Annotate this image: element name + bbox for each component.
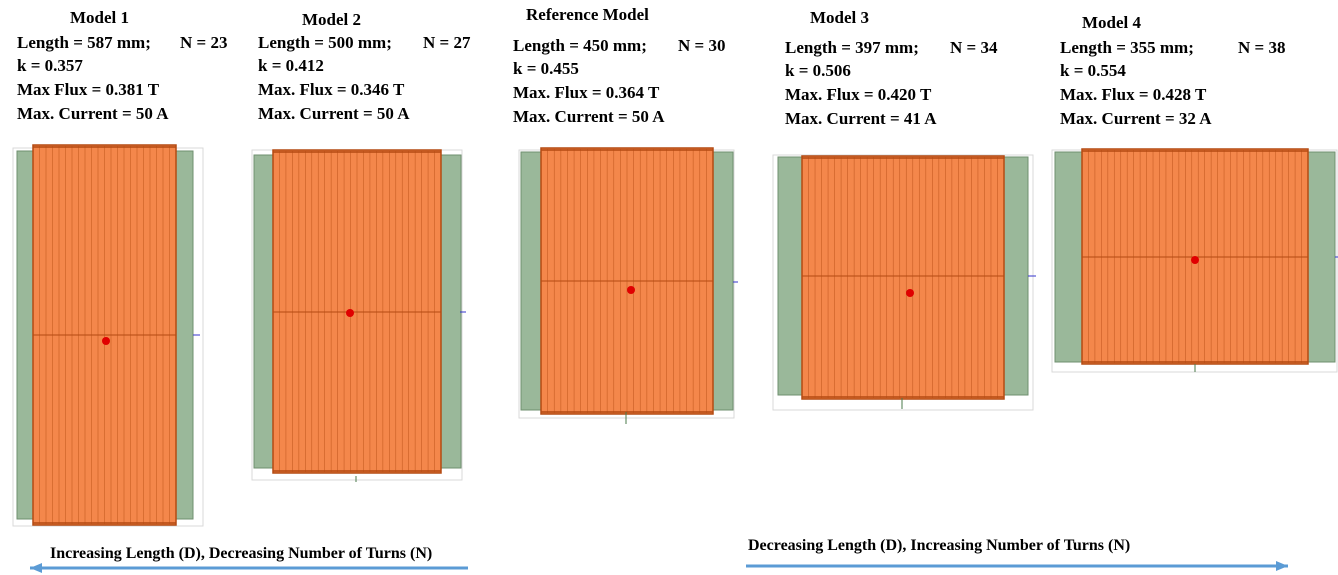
probe-point-marker xyxy=(1191,256,1199,264)
core-plate-2-1 xyxy=(253,154,275,469)
model-flux: Max. Flux = 0.346 T xyxy=(258,80,405,99)
model-k: k = 0.506 xyxy=(785,61,851,80)
model-title: Model 4 xyxy=(1082,13,1142,32)
model-title: Reference Model xyxy=(526,5,649,24)
arrow-label-right: Decreasing Length (D), Increasing Number… xyxy=(748,537,1131,554)
probe-point-marker xyxy=(346,309,354,317)
model-k: k = 0.412 xyxy=(258,56,324,75)
model-length: Length = 355 mm; xyxy=(1060,38,1194,57)
model-k: k = 0.554 xyxy=(1060,61,1126,80)
model-turns: N = 38 xyxy=(1238,38,1286,57)
model-turns: N = 30 xyxy=(678,36,726,55)
model-turns: N = 27 xyxy=(423,33,471,52)
model-length: Length = 500 mm; xyxy=(258,33,392,52)
core-plate-5-2 xyxy=(1307,151,1336,363)
core-plate-3-1 xyxy=(520,151,542,411)
model-title: Model 1 xyxy=(70,8,130,27)
probe-point-marker xyxy=(102,337,110,345)
core-plate-2-2 xyxy=(440,154,462,469)
model-k: k = 0.357 xyxy=(17,56,83,75)
model-current: Max. Current = 32 A xyxy=(1060,109,1212,128)
model-flux: Max. Flux = 0.420 T xyxy=(785,85,932,104)
core-plate-3-2 xyxy=(712,151,734,411)
probe-point-marker xyxy=(906,289,914,297)
model-turns: N = 23 xyxy=(180,33,228,52)
model-turns: N = 34 xyxy=(950,38,998,57)
model-flux: Max. Flux = 0.364 T xyxy=(513,83,660,102)
model-current: Max. Current = 50 A xyxy=(258,104,410,123)
model-k: k = 0.455 xyxy=(513,59,579,78)
model-title: Model 3 xyxy=(810,8,870,27)
model-flux: Max. Flux = 0.428 T xyxy=(1060,85,1207,104)
model-length: Length = 450 mm; xyxy=(513,36,647,55)
arrow-right-head xyxy=(1276,561,1288,571)
coil-4 xyxy=(801,155,1005,400)
arrow-label-left: Increasing Length (D), Decreasing Number… xyxy=(50,545,433,562)
model-length: Length = 587 mm; xyxy=(17,33,151,52)
model-current: Max. Current = 41 A xyxy=(785,109,937,128)
model-length: Length = 397 mm; xyxy=(785,38,919,57)
model-flux: Max Flux = 0.381 T xyxy=(17,80,160,99)
model-title: Model 2 xyxy=(302,10,362,29)
model-current: Max. Current = 50 A xyxy=(513,107,665,126)
core-plate-5-1 xyxy=(1054,151,1083,363)
core-plate-4-1 xyxy=(777,156,803,396)
probe-point-marker xyxy=(627,286,635,294)
core-plate-4-2 xyxy=(1003,156,1029,396)
model-current: Max. Current = 50 A xyxy=(17,104,169,123)
core-plate-1-2 xyxy=(175,150,194,520)
arrow-left-head xyxy=(30,563,42,573)
